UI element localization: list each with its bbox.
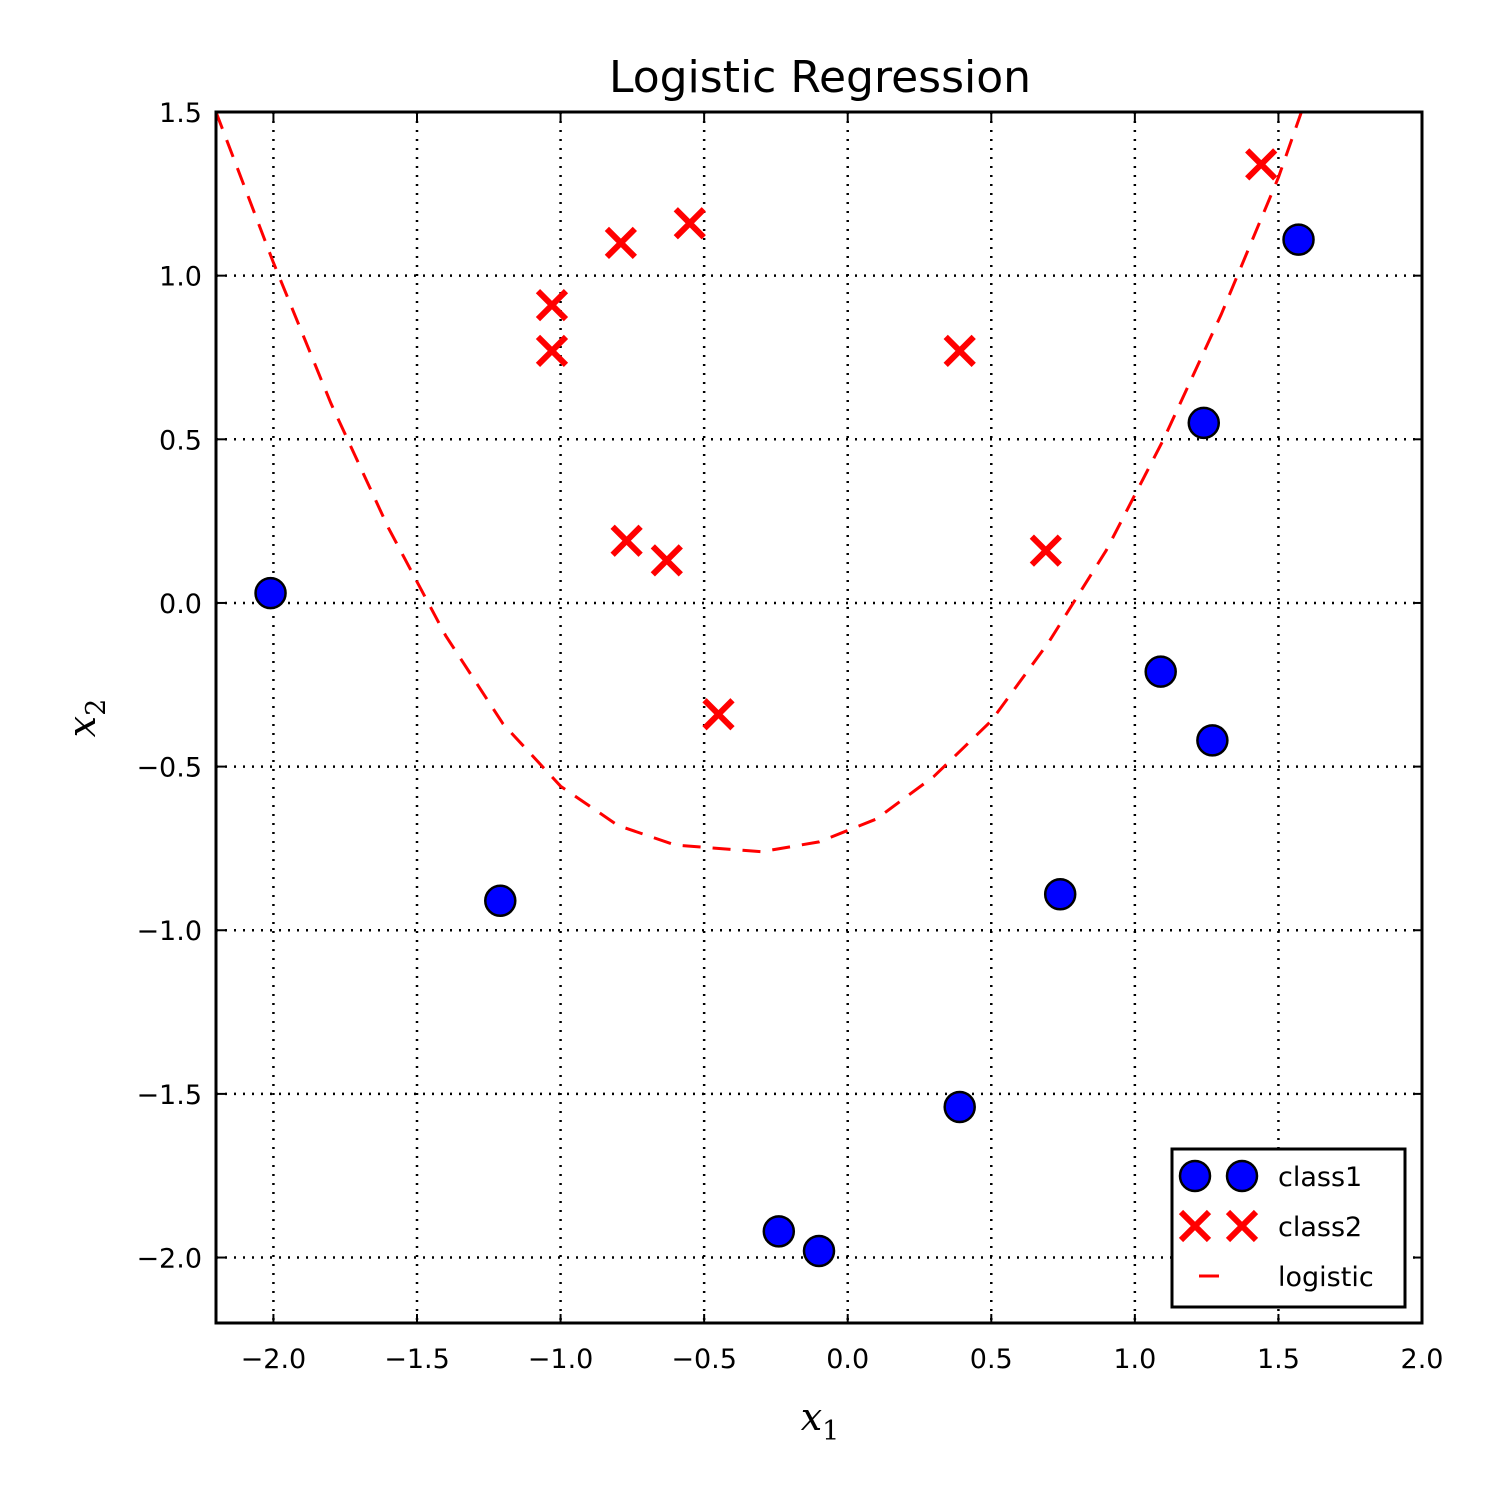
class2-point [650, 544, 683, 577]
x-tick-label: 1.0 [1113, 1344, 1156, 1375]
legend-marker-class1 [1178, 1159, 1212, 1193]
class1-point [484, 884, 517, 918]
x-tick-label: −0.5 [671, 1344, 737, 1375]
class2-point [610, 524, 643, 557]
legend-marker-class2 [1225, 1209, 1259, 1243]
class1-point [943, 1090, 976, 1124]
class1-point [1196, 724, 1229, 757]
x-tick-label: 0.0 [826, 1344, 869, 1375]
axis-ticks: −2.0 −1.5 −1.0 −0.5 0.0 0.5 1.0 1.5 2.0 1.5 1.0 0.5… [136, 98, 1443, 1375]
y-tick-label: −1.0 [136, 916, 202, 947]
class2-point [604, 226, 637, 260]
legend-label: logistic [1278, 1262, 1374, 1293]
plot-area [216, 112, 1315, 1268]
class2-point [943, 334, 976, 368]
y-tick-label: 1.5 [159, 98, 202, 129]
y-axis-label: x2 [60, 699, 112, 738]
y-tick-label: 1.0 [159, 262, 202, 293]
x-tick-label: −2.0 [241, 1344, 307, 1375]
class1-point [1282, 223, 1315, 256]
class1-point [254, 576, 287, 610]
logistic-curve [216, 112, 1303, 854]
legend: class1 class2 logistic [1170, 1147, 1407, 1309]
class1-point [762, 1215, 796, 1248]
legend-marker-class1 [1225, 1159, 1259, 1193]
y-tick-label: −1.5 [136, 1080, 202, 1111]
legend-label: class2 [1278, 1212, 1362, 1243]
legend-label: class1 [1278, 1162, 1362, 1193]
legend-marker-class2 [1178, 1209, 1212, 1243]
chart-title: Logistic Regression [609, 52, 1031, 103]
x-tick-label: 0.5 [970, 1344, 1013, 1375]
x-axis-label: x1 [801, 1395, 840, 1447]
x-tick-label: −1.5 [384, 1344, 450, 1375]
y-tick-label: −2.0 [136, 1244, 202, 1275]
y-tick-label: 0.0 [159, 589, 202, 620]
class1-point [1187, 406, 1221, 440]
class2-point [535, 334, 569, 368]
x-tick-label: 2.0 [1401, 1344, 1444, 1375]
x-tick-label: 1.5 [1257, 1344, 1300, 1375]
grid [216, 110, 1424, 1323]
class1-point [1043, 877, 1077, 911]
class2-point [535, 288, 569, 322]
x-tick-label: −1.0 [528, 1344, 594, 1375]
class2-point [1029, 534, 1062, 567]
plot-frame [214, 110, 1424, 1325]
y-tick-label: 0.5 [159, 425, 202, 456]
class1-point [1144, 655, 1177, 688]
class1-point [802, 1234, 836, 1268]
class2-point [673, 207, 706, 240]
y-tick-label: −0.5 [136, 753, 202, 784]
class2-point [702, 698, 735, 731]
class2-point [1245, 148, 1278, 181]
